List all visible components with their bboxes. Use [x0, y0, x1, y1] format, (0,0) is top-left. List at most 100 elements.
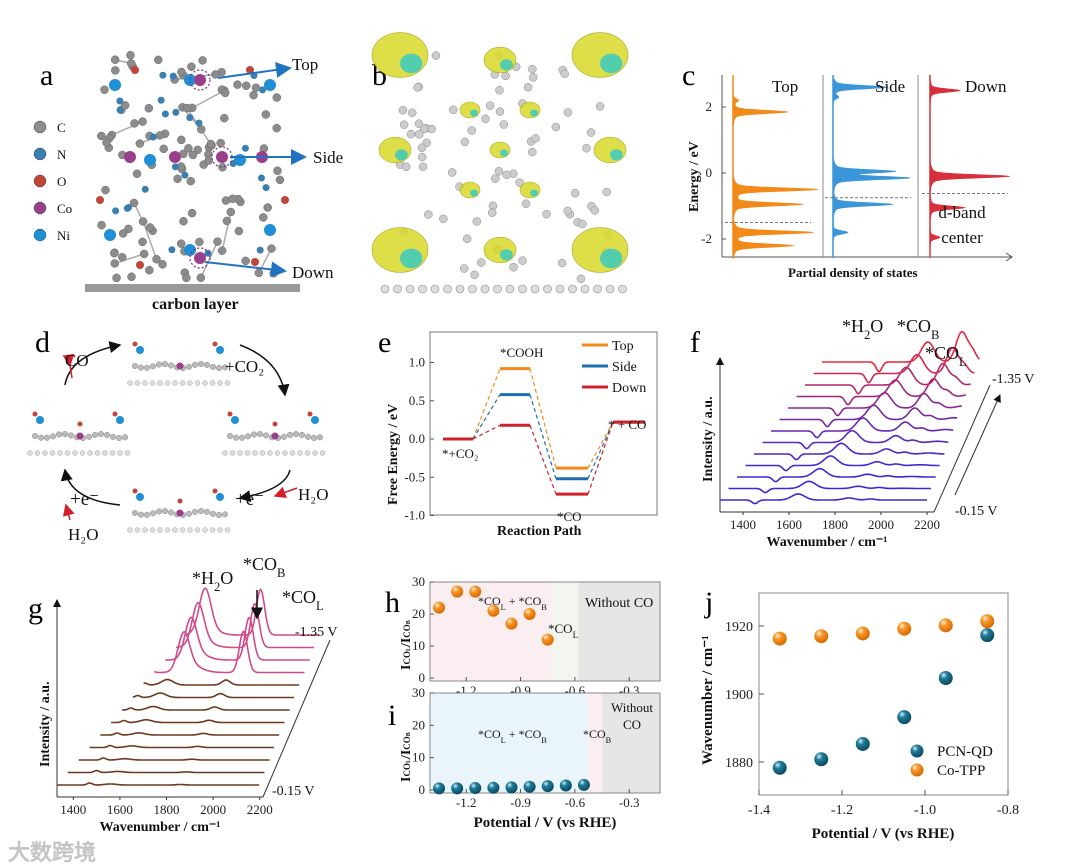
charge-accumulation-blob	[571, 32, 629, 78]
molecule-atom	[161, 361, 168, 368]
atom	[417, 152, 427, 162]
carbon-atom	[179, 216, 188, 226]
carbon-atom	[228, 194, 237, 204]
molecule-atom	[185, 510, 192, 517]
x-tick-label: -1.2	[831, 803, 853, 818]
pdos-side	[832, 78, 911, 259]
x-tick-label: 1400	[60, 802, 86, 817]
carbon-atom	[110, 259, 119, 268]
data-point	[505, 781, 518, 794]
atom	[407, 108, 417, 118]
atom	[447, 168, 457, 177]
y-tick-label: 30	[412, 574, 425, 589]
carbon-atom	[226, 207, 236, 217]
region-label-col-cob: *COL + *COB	[478, 594, 547, 612]
region-background	[602, 693, 660, 793]
data-point-pcn-qd	[897, 710, 912, 725]
substrate-atom	[157, 527, 163, 533]
energy-connector	[472, 368, 501, 440]
panel-label-d: d	[35, 326, 50, 359]
bond	[142, 221, 158, 260]
substrate-atom	[79, 450, 86, 456]
charge-depletion-blob	[470, 189, 478, 197]
spectrum-curve	[165, 616, 310, 661]
substrate-atom	[157, 380, 163, 386]
ni-atom	[36, 416, 44, 424]
spectrum-curve	[796, 377, 966, 406]
atom	[476, 258, 486, 267]
peak-label-cob: *COB	[897, 316, 939, 342]
carbon-atom	[138, 117, 147, 126]
co-atom	[194, 252, 206, 264]
spectrum-curve	[737, 467, 936, 483]
data-point	[469, 782, 482, 795]
atom	[578, 219, 587, 229]
x-axis-label: Potential / V (vs RHE)	[812, 826, 955, 842]
carbon-atom	[261, 110, 271, 119]
ni-atom	[116, 416, 124, 424]
charge-depletion-blob	[530, 109, 538, 117]
molecule-atom	[167, 509, 174, 516]
panel-label-j: j	[704, 586, 713, 619]
n-atom	[159, 71, 167, 79]
carbon-atom	[188, 150, 198, 160]
y-axis-label: ICOL/ICOB	[399, 732, 414, 782]
atom	[495, 107, 505, 116]
carbon-atom	[152, 254, 161, 264]
carbon-atom	[154, 55, 163, 65]
x-axis-label: Partial density of states	[788, 265, 918, 280]
spectrum-curve	[720, 493, 927, 505]
substrate-atom	[124, 450, 131, 456]
carbon-atom	[267, 244, 276, 253]
molecule-atom	[281, 433, 288, 440]
substrate-atom	[179, 527, 186, 533]
chart-j-wavenumber: 1880 1900 1920 -1.4 -1.2 -1.0 -0.8 Potential / …	[700, 592, 1019, 842]
n-atom	[181, 171, 189, 179]
carbon-atom	[218, 162, 227, 172]
carbon-atom	[145, 265, 154, 275]
chart-g-spectra: 1400 1600 1800 2000 2200 Wavenumber / cm⁻¹ Int…	[38, 554, 338, 835]
atom	[590, 206, 600, 215]
legend-atom-o-icon	[33, 174, 47, 188]
chart-f-spectra: 1400 1600 1800 2000 2200 Wavenumber / cm⁻¹ Int…	[701, 316, 1035, 550]
n-atom	[259, 86, 267, 94]
carbon-atom	[220, 113, 229, 123]
charge-depletion-blob	[600, 248, 623, 269]
n-atom	[116, 106, 124, 114]
atom	[460, 137, 470, 147]
x-tick-label: 1600	[107, 802, 133, 817]
substrate-atom	[134, 527, 141, 533]
y-tick-label: 0.5	[409, 393, 425, 408]
step-label: *+CO₂	[442, 446, 478, 461]
o-atom	[136, 261, 144, 269]
substrate-atom	[267, 450, 273, 456]
spectrum-curve	[771, 417, 954, 439]
o-atom	[132, 488, 138, 494]
molecule-atom	[311, 434, 318, 441]
watermark-logo: 大数跨境	[8, 840, 96, 866]
region-label-without-co-line1: Without	[611, 700, 653, 715]
atom	[459, 264, 469, 273]
y-tick-label: 0	[706, 165, 713, 180]
atom	[531, 134, 540, 143]
atom	[419, 124, 429, 134]
charge-accumulation-blob	[519, 101, 541, 119]
site-label-down: Down	[292, 263, 334, 282]
spectrum-curve	[122, 705, 290, 711]
energy-connector	[529, 394, 557, 479]
co-atom	[169, 151, 181, 163]
molecule-atom	[137, 364, 144, 371]
substrate-atom	[543, 284, 552, 294]
molecule-atom	[131, 363, 138, 370]
n-atom	[172, 108, 180, 116]
o-atom	[281, 196, 289, 204]
co-atom	[176, 362, 184, 370]
molecule-atom	[149, 363, 156, 370]
substrate-atom	[505, 284, 515, 294]
cycle-label-e-left: +e⁻	[70, 489, 99, 510]
molecule-atom	[121, 434, 128, 441]
plot-frame	[429, 581, 661, 682]
y-tick-label: -1.0	[404, 508, 425, 523]
molecule-atom	[161, 508, 168, 515]
n-atom	[124, 204, 132, 212]
